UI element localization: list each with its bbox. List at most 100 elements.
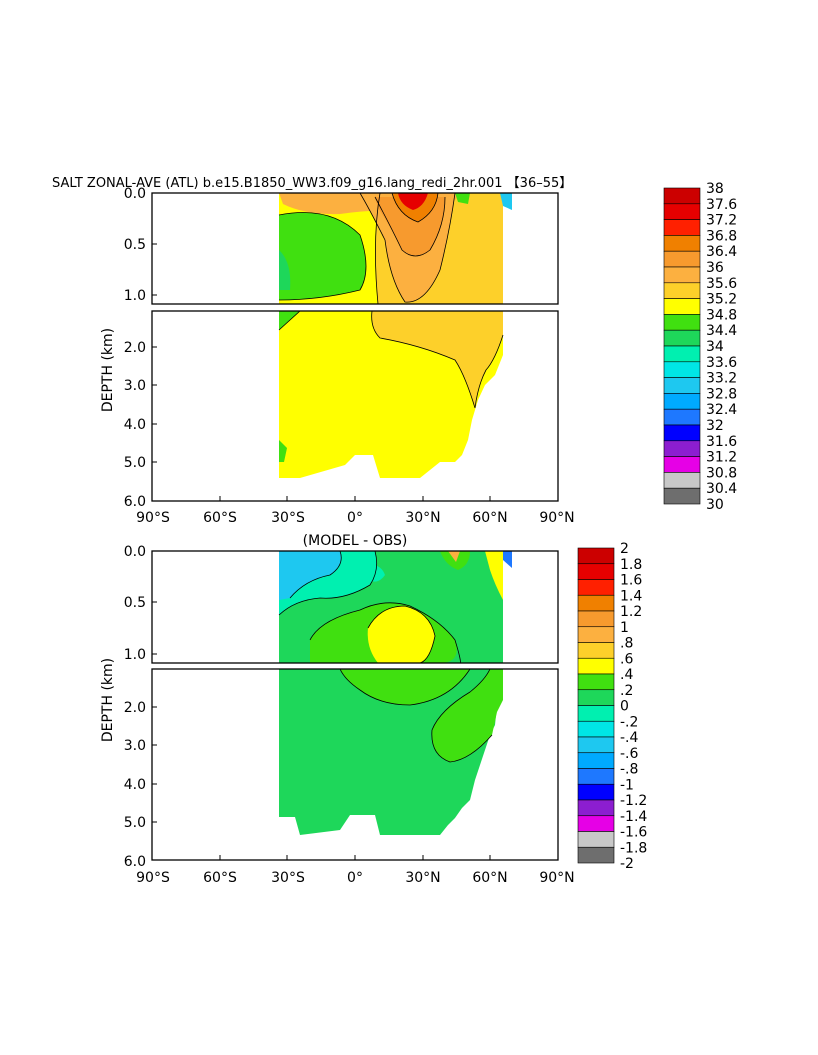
colorbar-label: 32 xyxy=(706,418,724,434)
colorbar-label: 33.6 xyxy=(706,355,737,371)
colorbar-label: 35.6 xyxy=(706,276,737,292)
colorbar-swatch xyxy=(577,752,615,769)
colorbar-label: 36.8 xyxy=(706,228,737,244)
salt-field-upper xyxy=(279,193,512,304)
salt-xtick: 0° xyxy=(347,510,363,526)
colorbar-swatch xyxy=(577,768,615,785)
salt-title: SALT ZONAL-AVE (ATL) b.e15.B1850_WW3.f09… xyxy=(52,176,572,191)
colorbar-label: -1.6 xyxy=(620,825,647,841)
colorbar-swatch xyxy=(663,393,701,410)
diff-xtick: 90°S xyxy=(136,870,170,886)
colorbar-swatch xyxy=(663,187,701,205)
colorbar-label: 2 xyxy=(620,541,629,557)
salt-ytick: 1.0 xyxy=(124,288,146,304)
diff-ytick: 1.0 xyxy=(124,647,146,663)
colorbar-swatch xyxy=(663,282,701,299)
colorbar-swatch xyxy=(663,361,701,378)
colorbar-swatch xyxy=(663,408,701,426)
colorbar-label: 36.4 xyxy=(706,244,737,260)
colorbar-swatch xyxy=(663,250,701,268)
diff-ylabel: DEPTH (km) xyxy=(100,658,116,742)
salt-xtick: 60°N xyxy=(472,510,507,526)
colorbar-swatch xyxy=(577,579,615,596)
colorbar-swatch xyxy=(577,846,615,864)
colorbar-swatch xyxy=(663,440,701,457)
diff-xtick: 90°N xyxy=(539,870,574,886)
colorbar-label: 1.8 xyxy=(620,557,642,573)
diff-title: (MODEL - OBS) xyxy=(303,533,408,549)
colorbar-label: 1 xyxy=(620,620,629,636)
colorbar-swatch xyxy=(577,831,615,848)
diff-colorbar: 21.81.61.41.21.8.6.4.20-.2-.4-.6-.8-1-1.… xyxy=(577,541,647,872)
colorbar-label: -1.4 xyxy=(620,809,647,825)
diff-tickmarks xyxy=(152,601,491,860)
colorbar-label: 31.6 xyxy=(706,434,737,450)
salt-xtick: 90°S xyxy=(136,510,170,526)
salt-ytick: 5.0 xyxy=(124,455,146,471)
salt-panel: SALT ZONAL-AVE (ATL) b.e15.B1850_WW3.f09… xyxy=(52,176,737,526)
colorbar-label: 32.8 xyxy=(706,386,737,402)
colorbar-label: 35.2 xyxy=(706,292,737,308)
salt-ytick: 0.5 xyxy=(124,237,146,253)
colorbar-label: 37.2 xyxy=(706,213,737,229)
colorbar-label: -.2 xyxy=(620,714,638,730)
colorbar-label: 0 xyxy=(620,699,629,715)
colorbar-swatch xyxy=(663,203,701,220)
colorbar-label: .6 xyxy=(620,651,633,667)
colorbar-swatch xyxy=(663,314,701,331)
colorbar-label: 38 xyxy=(706,181,724,197)
colorbar-label: 1.2 xyxy=(620,604,642,620)
diff-xtick: 30°S xyxy=(271,870,305,886)
colorbar-label: .4 xyxy=(620,667,633,683)
salt-upper-frame xyxy=(151,192,559,305)
colorbar-swatch xyxy=(577,705,615,722)
colorbar-swatch xyxy=(663,424,701,442)
colorbar-swatch xyxy=(663,487,701,505)
colorbar-label: 37.6 xyxy=(706,197,737,213)
colorbar-swatch xyxy=(577,563,615,580)
colorbar-label: 34.4 xyxy=(706,323,737,339)
colorbar-swatch xyxy=(663,472,701,489)
colorbar-label: 32.4 xyxy=(706,402,737,418)
diff-panel: (MODEL - OBS) DEPTH xyxy=(100,533,647,886)
colorbar-swatch xyxy=(577,799,615,817)
colorbar-swatch xyxy=(577,657,615,675)
colorbar-swatch xyxy=(577,610,615,628)
diff-xtick: 60°S xyxy=(203,870,237,886)
diff-xtick: 30°N xyxy=(405,870,440,886)
diff-ytick: 5.0 xyxy=(124,815,146,831)
salt-xtick: 30°S xyxy=(271,510,305,526)
colorbar-swatch xyxy=(577,547,615,565)
salt-ytick: 3.0 xyxy=(124,378,146,394)
diff-ytick: 6.0 xyxy=(124,854,146,870)
colorbar-swatch xyxy=(663,329,701,347)
diff-ytick: 2.0 xyxy=(124,700,146,716)
salt-ytick: 6.0 xyxy=(124,494,146,510)
colorbar-swatch xyxy=(663,456,701,473)
colorbar-swatch xyxy=(663,377,701,394)
salt-xticks: 90°S 60°S 30°S 0° 30°N 60°N 90°N xyxy=(136,510,575,526)
colorbar-swatch xyxy=(577,736,615,754)
colorbar-swatch xyxy=(577,783,615,801)
colorbar-swatch xyxy=(663,266,701,284)
colorbar-swatch xyxy=(663,235,701,252)
colorbar-label: 30 xyxy=(706,497,724,513)
colorbar-label: 30.4 xyxy=(706,481,737,497)
salt-xtick: 60°S xyxy=(203,510,237,526)
colorbar-label: 31.2 xyxy=(706,450,737,466)
diff-ytick: 0.5 xyxy=(124,595,146,611)
diff-xticks: 90°S 60°S 30°S 0° 30°N 60°N 90°N xyxy=(136,870,575,886)
salt-ytick: 2.0 xyxy=(124,340,146,356)
colorbar-swatch xyxy=(577,815,615,832)
salt-contours xyxy=(278,193,504,409)
diff-ytick: 0.0 xyxy=(124,544,146,560)
diff-xtick: 0° xyxy=(347,870,363,886)
colorbar-label: 33.2 xyxy=(706,371,737,387)
salt-ylabel: DEPTH (km) xyxy=(100,328,116,412)
colorbar-label: -1 xyxy=(620,777,634,793)
diff-contours xyxy=(278,551,493,763)
salt-ytick: 0.0 xyxy=(124,186,146,202)
colorbar-label: -.4 xyxy=(620,730,639,746)
colorbar-swatch xyxy=(663,345,701,363)
